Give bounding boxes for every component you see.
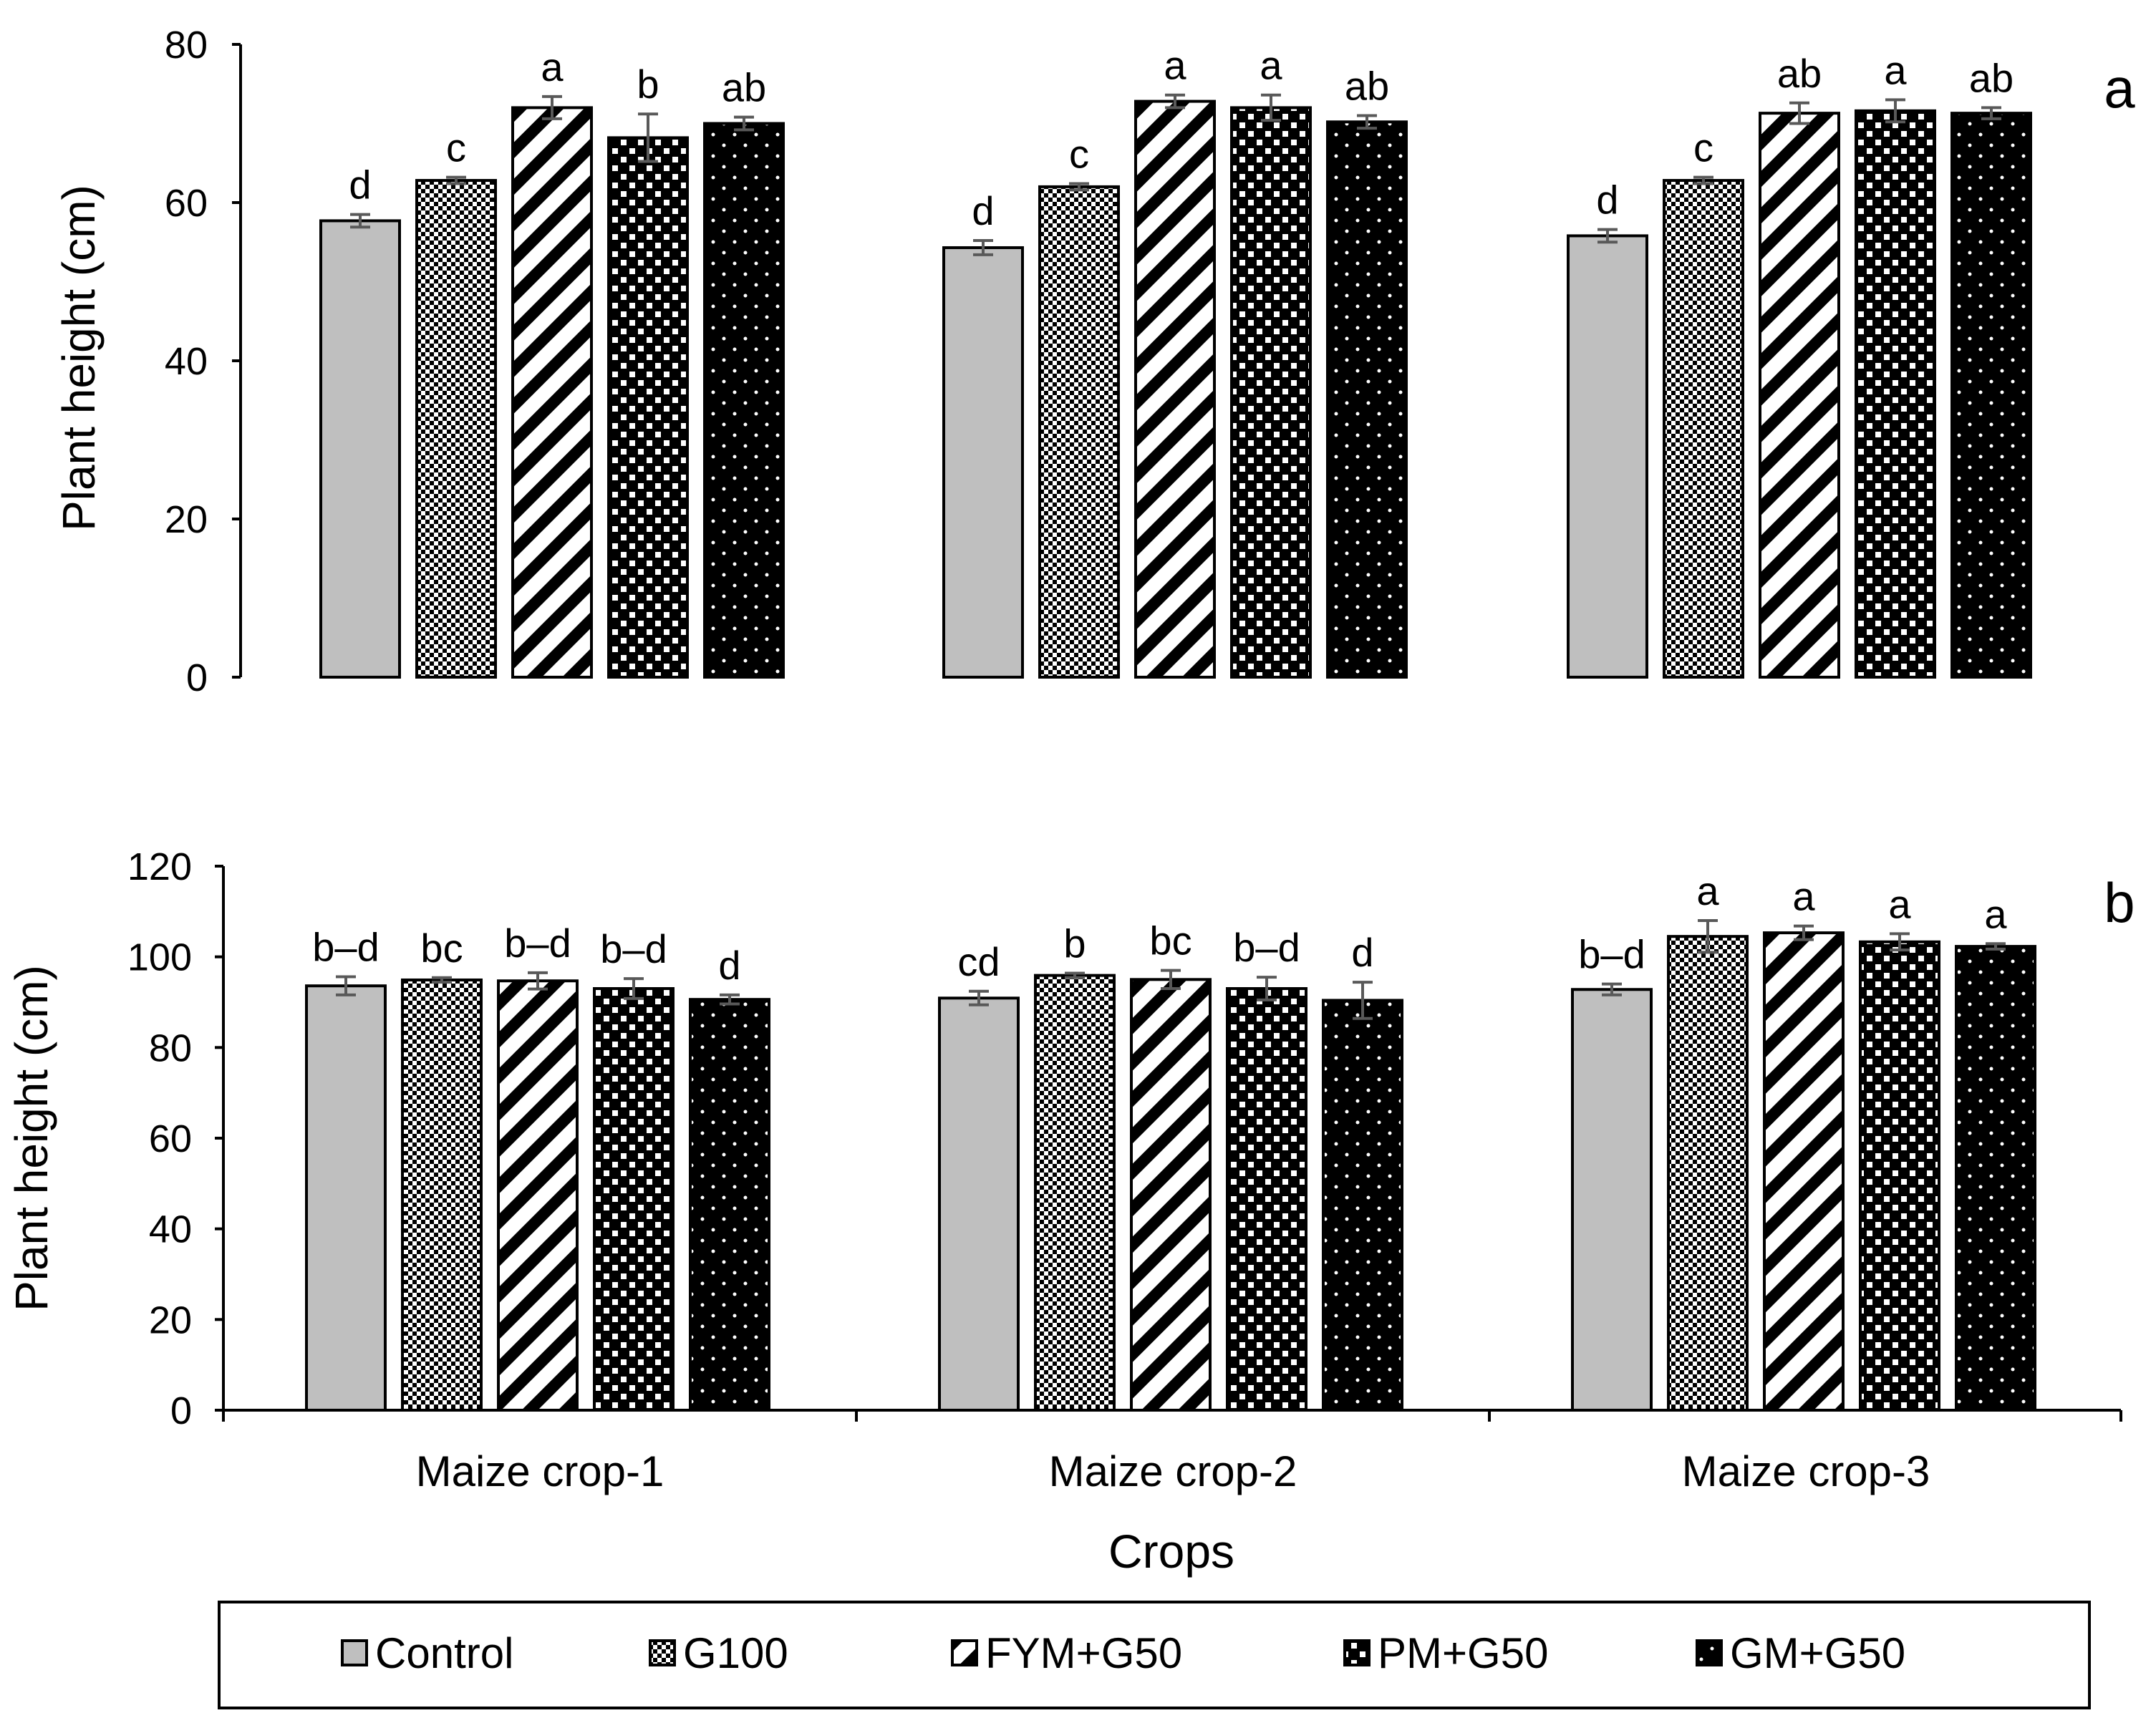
panel-a-ytick-label: 60 xyxy=(165,182,208,225)
panel-b-ytick-label: 100 xyxy=(127,936,192,979)
panel-b-bar-fym-g50-maize-crop-3-letter: a xyxy=(1792,874,1815,919)
panel-a-bar-control-maize-crop-3-letter: d xyxy=(1596,178,1618,223)
panel-a-bar-fym-g50-maize-crop-1 xyxy=(511,106,593,679)
panel-a-bar-fym-g50-maize-crop-2-letter: a xyxy=(1164,43,1186,88)
panel-a-bar-fym-g50-maize-crop-3 xyxy=(1759,112,1840,679)
panel-b-ytick-label: 120 xyxy=(127,845,192,888)
panel-a-bar-gm-g50-maize-crop-1 xyxy=(703,122,785,679)
panel-b-bar-control-maize-crop-2-letter: cd xyxy=(957,939,1000,984)
panel-b-bar-g100-maize-crop-1 xyxy=(401,978,483,1412)
legend-label-g100: G100 xyxy=(683,1629,788,1677)
panel-a-bar-gm-g50-maize-crop-2 xyxy=(1326,120,1408,679)
panel-a-ytick-label: 80 xyxy=(165,24,208,67)
panel-b-bar-pm-g50-maize-crop-1-letter: b–d xyxy=(600,926,667,971)
panel-a-bar-g100-maize-crop-2 xyxy=(1038,185,1120,679)
panel-a-ytick-label: 0 xyxy=(186,656,208,699)
panel-a-bar-fym-g50-maize-crop-3-letter: ab xyxy=(1777,51,1822,96)
panel-a-ytick-label: 20 xyxy=(165,498,208,541)
panel-a-bar-control-maize-crop-1 xyxy=(319,219,401,679)
panel-a-bar-pm-g50-maize-crop-2 xyxy=(1230,106,1312,679)
panel-b-xtick-label-maize-crop-2: Maize crop-2 xyxy=(1049,1447,1297,1495)
panel-b-bar-gm-g50-maize-crop-3-letter: a xyxy=(1984,891,2007,936)
panel-b-label: b xyxy=(2104,871,2135,934)
panel-a-bar-g100-maize-crop-1 xyxy=(415,179,497,679)
panel-a-bar-gm-g50-maize-crop-3 xyxy=(1950,112,2032,679)
panel-b-bar-pm-g50-maize-crop-3-letter: a xyxy=(1888,881,1911,926)
panel-b-bar-g100-maize-crop-3-letter: a xyxy=(1696,868,1719,913)
panel-b-ytick-label: 60 xyxy=(149,1117,192,1160)
panel-a-bar-g100-maize-crop-3 xyxy=(1663,179,1744,679)
panel-b-bar-pm-g50-maize-crop-2-letter: b–d xyxy=(1233,925,1300,970)
panel-a-bar-pm-g50-maize-crop-2-letter: a xyxy=(1260,43,1282,88)
panel-a-bar-g100-maize-crop-1-letter: c xyxy=(446,125,466,170)
panel-b-bar-control-maize-crop-2 xyxy=(938,996,1020,1412)
panel-b-bar-control-maize-crop-1 xyxy=(305,984,387,1412)
panel-b-bar-gm-g50-maize-crop-3 xyxy=(1955,945,2036,1412)
panel-a-bar-g100-maize-crop-2-letter: c xyxy=(1069,131,1089,176)
panel-b-bar-gm-g50-maize-crop-1-letter: d xyxy=(718,943,740,988)
panel-b-bar-fym-g50-maize-crop-2 xyxy=(1130,978,1212,1412)
panel-b-bar-control-maize-crop-3 xyxy=(1571,988,1653,1412)
panel-a-bar-gm-g50-maize-crop-3-letter: ab xyxy=(1969,55,2014,100)
legend-swatch-gm-g50 xyxy=(1696,1639,1723,1666)
panel-b-bar-fym-g50-maize-crop-3 xyxy=(1763,931,1845,1412)
panel-a-bar-fym-g50-maize-crop-1-letter: a xyxy=(541,44,564,89)
legend-box xyxy=(218,1601,2091,1709)
panel-a-bar-fym-g50-maize-crop-2 xyxy=(1134,100,1216,679)
panel-b-bar-control-maize-crop-3-letter: b–d xyxy=(1578,932,1645,977)
legend-label-pm-g50: PM+G50 xyxy=(1378,1629,1548,1677)
legend-label-gm-g50: GM+G50 xyxy=(1730,1629,1905,1677)
panel-a-bar-control-maize-crop-2-letter: d xyxy=(972,188,994,233)
panel-b-bar-fym-g50-maize-crop-1-letter: b–d xyxy=(504,921,571,966)
panel-a-bar-pm-g50-maize-crop-1 xyxy=(607,136,689,679)
legend-swatch-g100 xyxy=(649,1639,676,1666)
panel-a-bar-pm-g50-maize-crop-1-letter: b xyxy=(637,62,659,107)
panel-b-xtick-label-maize-crop-3: Maize crop-3 xyxy=(1682,1447,1930,1495)
panel-a-label: a xyxy=(2104,57,2135,120)
panel-a-ylabel: Plant height (cm) xyxy=(53,185,105,531)
panel-a-bar-control-maize-crop-1-letter: d xyxy=(349,162,371,208)
panel-b-ytick-label: 0 xyxy=(170,1389,192,1432)
legend: Control G100 FYM+G50 PM+G50 GM+G50 xyxy=(218,1601,2091,1709)
panel-a-bar-control-maize-crop-3 xyxy=(1567,234,1648,679)
panel-a-bar-pm-g50-maize-crop-3-letter: a xyxy=(1884,47,1907,92)
legend-swatch-pm-g50 xyxy=(1343,1639,1371,1666)
panel-a-ytick-label: 40 xyxy=(165,340,208,383)
panel-b-bar-fym-g50-maize-crop-2-letter: bc xyxy=(1149,918,1191,964)
panel-b-ytick-label: 20 xyxy=(149,1299,192,1341)
panel-b-bar-g100-maize-crop-2 xyxy=(1034,974,1116,1412)
legend-swatch-control xyxy=(341,1639,368,1666)
panel-b-bar-g100-maize-crop-1-letter: bc xyxy=(420,926,463,971)
panel-b-bar-g100-maize-crop-2-letter: b xyxy=(1063,921,1086,966)
panel-b-ytick-label: 40 xyxy=(149,1208,192,1251)
panel-b-xlabel: Crops xyxy=(1108,1525,1234,1578)
panel-b-ytick-label: 80 xyxy=(149,1027,192,1069)
legend-label-fym-g50: FYM+G50 xyxy=(985,1629,1182,1677)
panel-a-bar-pm-g50-maize-crop-3 xyxy=(1855,109,1936,679)
panel-b-bar-pm-g50-maize-crop-3 xyxy=(1859,940,1940,1412)
panel-b-bar-control-maize-crop-1-letter: b–d xyxy=(312,925,379,970)
panel-a-bar-gm-g50-maize-crop-2-letter: ab xyxy=(1345,63,1389,108)
panel-b-bar-pm-g50-maize-crop-1 xyxy=(593,987,675,1412)
panel-a-bar-control-maize-crop-2 xyxy=(942,246,1024,679)
panel-b-bar-fym-g50-maize-crop-1 xyxy=(497,979,579,1412)
panel-b-bar-g100-maize-crop-3 xyxy=(1667,935,1749,1412)
panel-b-bar-gm-g50-maize-crop-2 xyxy=(1322,999,1403,1412)
panel-b-ylabel: Plant height (cm) xyxy=(6,965,57,1311)
panel-a-bar-g100-maize-crop-3-letter: c xyxy=(1693,125,1713,170)
panel-a-bar-gm-g50-maize-crop-1-letter: ab xyxy=(722,65,766,110)
legend-label-control: Control xyxy=(375,1629,513,1677)
legend-swatch-fym-g50 xyxy=(951,1639,978,1666)
panel-b-bar-pm-g50-maize-crop-2 xyxy=(1226,987,1307,1412)
panel-b: Plant height (cm) b Crops 0 20 40 60 80 100 12… xyxy=(6,845,2135,1578)
panel-b-bar-gm-g50-maize-crop-1 xyxy=(689,998,770,1412)
panel-b-xtick-label-maize-crop-1: Maize crop-1 xyxy=(416,1447,664,1495)
panel-b-bar-gm-g50-maize-crop-2-letter: d xyxy=(1351,930,1373,975)
